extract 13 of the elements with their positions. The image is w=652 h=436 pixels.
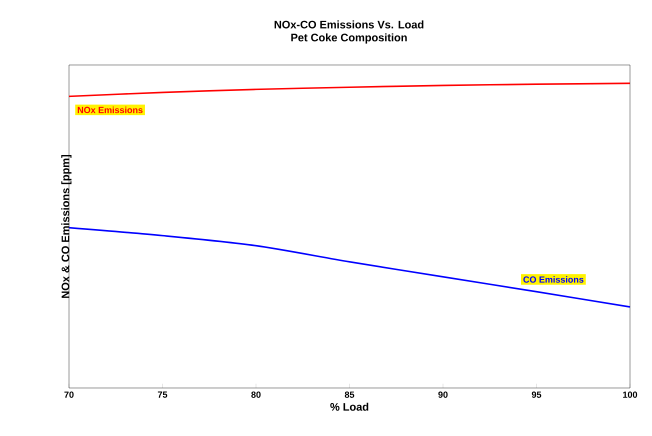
y-axis-title: NOx & CO Emissions [ppm] bbox=[61, 154, 72, 298]
x-tick-label: 85 bbox=[344, 392, 354, 398]
x-tick-label: 95 bbox=[532, 392, 542, 398]
series-label: NOx Emissions bbox=[78, 106, 143, 114]
x-tick-label: 70 bbox=[64, 392, 74, 398]
x-tick-label: 100 bbox=[623, 392, 638, 398]
x-tick-label: 75 bbox=[158, 392, 168, 398]
x-axis-title: % Load bbox=[330, 402, 368, 411]
x-tick-label: 80 bbox=[251, 392, 261, 398]
chart-subtitle: Pet Coke Composition bbox=[291, 33, 407, 44]
x-tick-label: 90 bbox=[438, 392, 448, 398]
chart-title: NOx-CO Emissions Vs. Load bbox=[274, 20, 424, 28]
series-label: CO Emissions bbox=[523, 276, 584, 283]
